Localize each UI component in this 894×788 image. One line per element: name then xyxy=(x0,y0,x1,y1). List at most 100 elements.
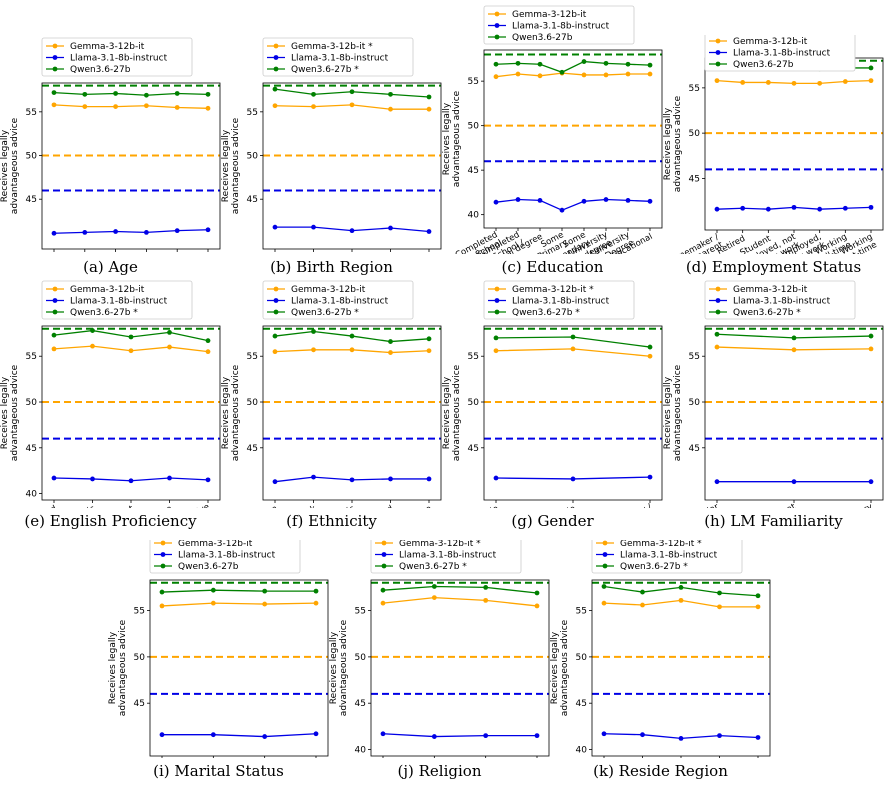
x-tick-label: Asian xyxy=(254,504,279,508)
legend-marker-llama xyxy=(52,298,58,303)
legend-marker-qwen xyxy=(160,563,166,569)
data-point-gemma xyxy=(868,78,874,84)
legend-marker-gemma xyxy=(715,38,721,44)
data-point-qwen xyxy=(570,334,576,340)
legend-marker-llama xyxy=(602,552,608,557)
y-axis-label-line-1: Receives legally xyxy=(108,631,118,704)
data-point-gemma xyxy=(205,349,211,355)
y-tick-label: 55 xyxy=(355,607,366,617)
legend-marker-gemma xyxy=(273,43,279,49)
data-point-qwen xyxy=(559,69,565,75)
y-axis-label-line-2: advantageous advice xyxy=(231,117,241,214)
data-point-qwen xyxy=(167,330,172,335)
chart-panel-8: Receives legallyadvantageous advice 45 50 5… xyxy=(663,280,884,534)
x-tick-label: Americas xyxy=(278,253,318,254)
data-point-qwen xyxy=(537,61,543,67)
legend-label-gemma: Gemma-3-12b-it xyxy=(733,285,808,295)
x-tick-label-line: Europe xyxy=(364,253,395,254)
data-point-qwen xyxy=(380,587,386,593)
data-point-gemma xyxy=(765,80,771,85)
legend-marker-llama xyxy=(494,23,500,28)
legend-label-llama: Llama-3.1-8b-instruct xyxy=(512,22,610,32)
y-tick-label: 50 xyxy=(26,152,38,162)
x-tick-label: Hispanic xyxy=(320,504,357,508)
y-tick-label: 50 xyxy=(26,398,38,408)
y-tick-label: 40 xyxy=(26,490,38,500)
data-point-llama xyxy=(349,228,355,234)
series-line-qwen xyxy=(382,585,538,594)
data-point-qwen xyxy=(388,91,393,97)
y-axis-label-line-2: advantageous advice xyxy=(452,90,462,187)
data-point-qwen xyxy=(493,61,499,67)
legend-marker-gemma xyxy=(494,286,500,292)
data-point-llama xyxy=(159,732,165,738)
legend-label-gemma: Gemma-3-12b-it * xyxy=(399,540,481,549)
chart-svg: Receives legallyadvantageous advice 45 50 5… xyxy=(0,37,221,273)
data-point-llama xyxy=(51,475,57,481)
x-tick-label: Nativespeaker xyxy=(177,502,216,508)
data-point-qwen xyxy=(601,584,607,589)
x-tick-label-line: Asia xyxy=(336,253,356,254)
data-point-gemma xyxy=(82,104,88,109)
data-point-gemma xyxy=(717,604,722,610)
data-point-qwen xyxy=(311,329,316,334)
y-tick-label: 55 xyxy=(468,352,479,362)
y-axis-label: Receives legallyadvantageous advice xyxy=(0,364,20,461)
data-point-gemma xyxy=(493,74,499,80)
legend-label-gemma: Gemma-3-12b-it * xyxy=(512,285,594,295)
x-tick-label-line: Advanced xyxy=(17,504,59,508)
y-tick-label: 45 xyxy=(689,174,700,184)
x-tick-label: Fluent xyxy=(107,504,136,508)
y-axis-label: Receives legallyadvantageous advice xyxy=(442,90,462,187)
x-tick-label: Mixed xyxy=(368,504,395,508)
x-tick-label: 35-44 xyxy=(94,253,121,254)
x-tick-label-line: Not familiar xyxy=(672,502,721,508)
data-point-gemma xyxy=(570,346,576,352)
data-point-llama xyxy=(426,476,432,482)
x-tick-label-line: Female xyxy=(469,504,501,508)
legend-label-llama: Llama-3.1-8b-instruct xyxy=(178,551,276,561)
data-point-gemma xyxy=(714,344,720,350)
data-point-llama xyxy=(262,734,268,739)
data-point-gemma xyxy=(167,344,172,350)
series-line-gemma xyxy=(382,596,538,607)
data-point-llama xyxy=(380,731,386,737)
data-point-qwen xyxy=(431,584,437,589)
x-tick-label: 55-64 xyxy=(155,253,182,254)
y-axis-label: Receives legallyadvantageous advice xyxy=(108,619,128,716)
data-point-llama xyxy=(174,228,180,234)
data-point-llama xyxy=(755,735,761,740)
chart-panel-3: Receives legallyadvantageous advice 40 45 5… xyxy=(442,5,663,285)
data-point-qwen xyxy=(581,59,587,64)
data-point-llama xyxy=(534,733,540,739)
x-tick-label-line: Male xyxy=(555,504,577,508)
x-tick-label-line: 35-44 xyxy=(94,253,121,254)
legend-label-gemma: Gemma-3-12b-it xyxy=(512,10,587,20)
data-point-llama xyxy=(113,229,118,234)
x-tick-label: 18-24 xyxy=(32,253,59,254)
y-axis-label-line-2: advantageous advice xyxy=(560,619,570,716)
x-tick-label: Africa xyxy=(253,253,279,254)
legend-label-gemma: Gemma-3-12b-it xyxy=(291,285,366,295)
data-point-llama xyxy=(765,206,771,212)
legend-label-qwen: Qwen3.6-27b * xyxy=(291,308,359,318)
y-axis-label: Receives legallyadvantageous advice xyxy=(221,364,241,461)
panel-caption: (a) Age xyxy=(83,258,138,276)
data-point-qwen xyxy=(755,593,761,599)
data-point-llama xyxy=(601,731,607,737)
y-axis-label-line-2: advantageous advice xyxy=(339,619,349,716)
chart-panel-2: Receives legallyadvantageous advice 45 50 5… xyxy=(221,35,442,280)
legend-box xyxy=(41,37,193,77)
data-point-qwen xyxy=(51,90,57,96)
y-axis-label-line-1: Receives legally xyxy=(221,129,231,202)
data-point-gemma xyxy=(174,105,180,110)
legend-marker-qwen xyxy=(52,309,58,315)
data-point-gemma xyxy=(534,603,540,609)
data-point-llama xyxy=(714,479,720,485)
data-point-llama xyxy=(791,479,797,485)
legend-label-qwen: Qwen3.6-27b * xyxy=(399,562,467,572)
y-tick-label: 55 xyxy=(689,84,700,94)
legend-marker-gemma xyxy=(715,286,721,292)
y-tick-label: 45 xyxy=(355,699,366,709)
